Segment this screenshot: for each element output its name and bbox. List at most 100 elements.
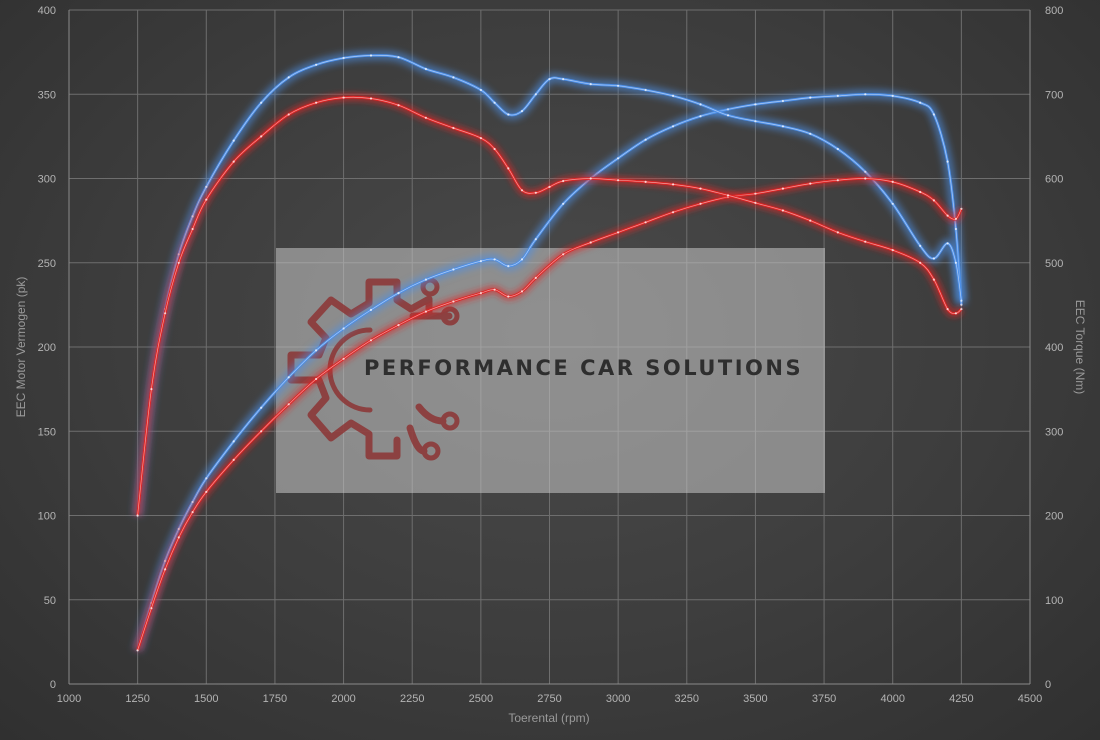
data-point: [548, 185, 551, 188]
data-point: [397, 56, 400, 59]
data-point: [507, 295, 510, 298]
data-point: [954, 312, 958, 315]
data-point: [150, 607, 153, 610]
x-axis-title: Toerental (rpm): [508, 711, 589, 725]
data-point: [919, 261, 922, 264]
y-right-tick-label: 700: [1045, 89, 1063, 101]
data-point: [891, 180, 894, 183]
data-point: [699, 103, 702, 106]
x-tick-label: 3500: [743, 693, 767, 705]
x-tick-label: 2750: [537, 693, 561, 705]
y-left-tick-label: 150: [38, 426, 56, 438]
data-point: [452, 126, 455, 130]
data-point: [342, 357, 345, 360]
data-point: [232, 440, 235, 443]
data-point: [781, 209, 785, 212]
x-tick-label: 2000: [331, 693, 355, 705]
data-point: [232, 458, 235, 461]
data-point: [699, 202, 702, 205]
data-point: [493, 288, 496, 291]
data-point: [617, 157, 620, 160]
data-point: [315, 63, 318, 66]
data-point: [932, 278, 936, 281]
data-point: [315, 101, 318, 104]
data-point: [136, 649, 139, 652]
data-point: [369, 97, 373, 100]
y-right-tick-label: 500: [1045, 258, 1063, 270]
data-point: [424, 310, 427, 313]
data-point: [479, 137, 482, 140]
data-point: [493, 147, 496, 151]
x-tick-label: 1500: [194, 693, 218, 705]
y-right-tick-label: 100: [1045, 595, 1063, 607]
data-point: [287, 376, 290, 379]
y-left-tick-label: 50: [44, 595, 56, 607]
y-left-tick-label: 250: [38, 258, 56, 270]
data-point: [672, 94, 675, 97]
data-point: [342, 96, 345, 99]
data-point: [507, 167, 510, 170]
data-point: [946, 214, 949, 217]
data-point: [891, 94, 894, 97]
data-point: [919, 244, 922, 247]
data-point: [507, 265, 510, 268]
data-point: [932, 257, 936, 260]
data-point: [452, 300, 455, 303]
x-tick-label: 4500: [1018, 693, 1042, 705]
data-point: [699, 115, 702, 118]
data-point: [919, 190, 922, 194]
data-point: [836, 179, 839, 182]
data-point: [960, 207, 963, 210]
data-point: [260, 135, 263, 138]
data-point: [589, 83, 592, 86]
data-point: [397, 324, 400, 327]
axes: 1000 1250 1500 1750 2000 2250 2500 2750 3000 3250…: [38, 5, 1064, 705]
data-point: [672, 183, 675, 186]
data-point: [562, 78, 565, 81]
data-point: [726, 194, 730, 197]
data-point: [754, 201, 757, 204]
data-point: [232, 160, 235, 163]
data-point: [562, 179, 565, 183]
x-tick-label: 3750: [812, 693, 836, 705]
y-right-tick-label: 600: [1045, 174, 1063, 186]
data-point: [191, 500, 194, 504]
data-point: [946, 308, 949, 311]
data-point: [315, 377, 318, 381]
data-point: [424, 278, 427, 281]
y-left-axis-title: EEC Motor Vermogen (pk): [14, 277, 28, 418]
data-point: [315, 349, 318, 352]
data-point: [177, 261, 180, 264]
data-point: [177, 536, 180, 539]
data-point: [369, 339, 373, 342]
data-point: [534, 276, 537, 279]
data-point: [891, 249, 894, 252]
data-point: [644, 180, 647, 183]
data-point: [452, 76, 455, 79]
data-point: [479, 292, 482, 295]
data-point: [960, 299, 963, 302]
data-point: [932, 199, 936, 202]
x-tick-label: 4000: [880, 693, 904, 705]
data-point: [836, 231, 839, 234]
data-point: [452, 268, 455, 271]
data-point: [287, 113, 290, 116]
data-point: [205, 198, 208, 201]
data-point: [954, 261, 958, 264]
data-point: [644, 221, 647, 224]
x-tick-label: 3000: [606, 693, 630, 705]
data-point: [946, 160, 949, 163]
data-point: [781, 99, 785, 103]
data-point: [946, 242, 949, 245]
data-point: [369, 308, 373, 311]
data-point: [932, 113, 936, 116]
data-point: [864, 240, 867, 243]
y-right-tick-label: 200: [1045, 511, 1063, 523]
data-point: [644, 88, 647, 92]
y-right-tick-label: 800: [1045, 5, 1063, 17]
series-blue-right: [132, 50, 967, 517]
x-tick-label: 2500: [469, 693, 493, 705]
data-point: [520, 290, 524, 293]
data-point: [520, 189, 524, 192]
